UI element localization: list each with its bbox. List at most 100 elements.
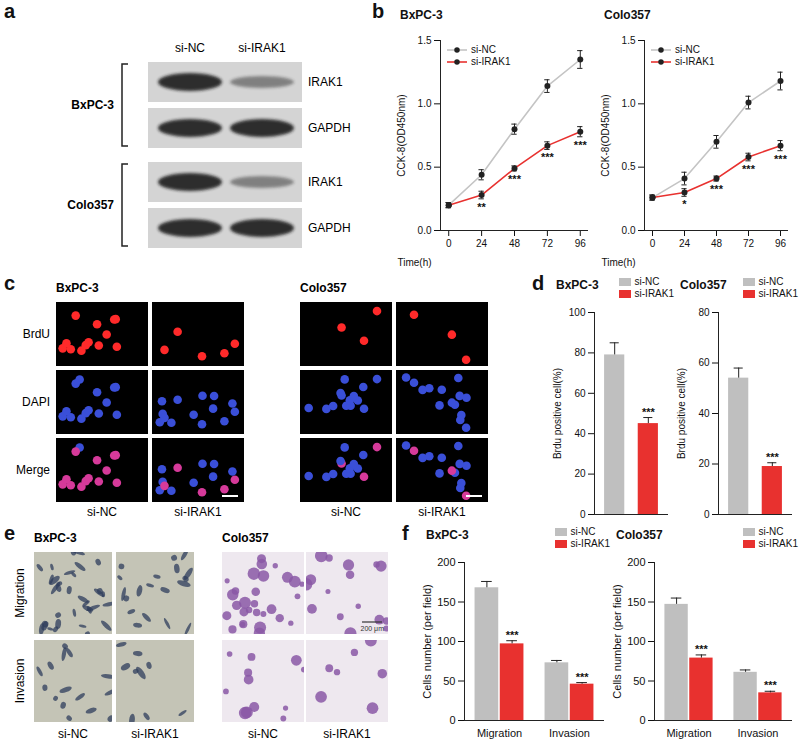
svg-text:***: *** <box>764 679 778 691</box>
svg-text:48: 48 <box>711 238 723 249</box>
svg-text:150: 150 <box>437 596 455 608</box>
svg-text:GAPDH: GAPDH <box>308 221 351 235</box>
svg-text:**: ** <box>477 201 486 213</box>
svg-text:si-IRAK1: si-IRAK1 <box>418 505 466 519</box>
svg-text:150: 150 <box>627 596 645 608</box>
svg-text:20: 20 <box>698 458 710 469</box>
svg-text:72: 72 <box>743 238 755 249</box>
svg-text:BxPC-3: BxPC-3 <box>34 531 77 545</box>
svg-text:si-NC: si-NC <box>248 727 278 741</box>
svg-text:100: 100 <box>437 635 455 647</box>
svg-text:si-IRAK1: si-IRAK1 <box>238 41 286 55</box>
svg-text:si-IRAK1: si-IRAK1 <box>323 727 371 741</box>
svg-text:20: 20 <box>574 468 586 479</box>
svg-text:24: 24 <box>476 238 488 249</box>
svg-text:60: 60 <box>698 357 710 368</box>
svg-text:24: 24 <box>679 238 691 249</box>
svg-text:1.5: 1.5 <box>418 35 432 46</box>
svg-text:200: 200 <box>437 556 455 568</box>
html-text:Colo357: Colo357 <box>680 278 727 292</box>
svg-text:Colo357: Colo357 <box>67 198 114 212</box>
svg-text:Invasion: Invasion <box>13 659 27 704</box>
html-text:b: b <box>372 0 385 22</box>
svg-text:BrdU: BrdU <box>23 327 50 341</box>
svg-text:80: 80 <box>698 307 710 318</box>
svg-text:DAPI: DAPI <box>22 395 50 409</box>
svg-text:BxPC-3: BxPC-3 <box>56 281 99 295</box>
svg-text:***: *** <box>774 153 788 165</box>
svg-text:0: 0 <box>449 714 455 726</box>
svg-text:0.5: 0.5 <box>622 161 636 172</box>
svg-text:0: 0 <box>580 509 586 520</box>
svg-text:Colo357: Colo357 <box>222 531 269 545</box>
svg-text:GAPDH: GAPDH <box>308 121 351 135</box>
svg-text:si-NC: si-NC <box>175 41 205 55</box>
svg-text:1.5: 1.5 <box>622 35 636 46</box>
svg-text:0.0: 0.0 <box>622 225 636 236</box>
svg-text:96: 96 <box>575 238 587 249</box>
svg-text:100: 100 <box>569 307 586 318</box>
svg-text:Brdu positive cell(%): Brdu positive cell(%) <box>552 368 563 459</box>
html-text:BxPC-3: BxPC-3 <box>426 528 469 542</box>
svg-text:***: *** <box>506 629 520 641</box>
svg-text:0: 0 <box>446 238 452 249</box>
svg-text:***: *** <box>642 406 656 418</box>
svg-text:***: *** <box>766 451 780 463</box>
html-text:BxPC-3: BxPC-3 <box>556 278 599 292</box>
svg-text:***: *** <box>508 173 522 185</box>
svg-text:48: 48 <box>509 238 521 249</box>
svg-text:80: 80 <box>574 347 586 358</box>
svg-text:si-IRAK1: si-IRAK1 <box>131 727 179 741</box>
svg-text:50: 50 <box>443 675 455 687</box>
svg-text:BxPC-3: BxPC-3 <box>71 98 114 112</box>
svg-text:Migration: Migration <box>13 568 27 617</box>
svg-text:1.0: 1.0 <box>418 98 432 109</box>
svg-text:40: 40 <box>574 428 586 439</box>
svg-text:Cells number (per field): Cells number (per field) <box>611 584 623 698</box>
html-text:Colo357: Colo357 <box>616 528 663 542</box>
svg-text:Time(h): Time(h) <box>602 257 636 268</box>
svg-text:Cells number (per field): Cells number (per field) <box>421 584 433 698</box>
svg-text:Invasion: Invasion <box>549 727 590 739</box>
svg-text:50: 50 <box>633 675 645 687</box>
html-text:d: d <box>532 272 545 294</box>
svg-text:Colo357: Colo357 <box>300 281 347 295</box>
svg-text:200 μm: 200 μm <box>361 625 385 633</box>
svg-text:40: 40 <box>698 408 710 419</box>
svg-text:IRAK1: IRAK1 <box>308 75 343 89</box>
svg-text:***: *** <box>541 151 555 163</box>
svg-text:0.0: 0.0 <box>418 225 432 236</box>
html-text:Colo357: Colo357 <box>604 8 651 22</box>
html-text:BxPC-3: BxPC-3 <box>400 8 443 22</box>
svg-text:72: 72 <box>542 238 554 249</box>
svg-text:***: *** <box>695 643 709 655</box>
svg-text:***: *** <box>576 671 590 683</box>
svg-text:Brdu positive cell(%): Brdu positive cell(%) <box>676 368 687 459</box>
svg-text:CCK-8(OD450nm): CCK-8(OD450nm) <box>396 94 407 176</box>
svg-text:0: 0 <box>639 714 645 726</box>
svg-text:Migration: Migration <box>477 727 522 739</box>
svg-text:60: 60 <box>574 388 586 399</box>
svg-text:***: *** <box>710 183 724 195</box>
svg-text:1.0: 1.0 <box>622 98 636 109</box>
svg-text:***: *** <box>574 139 588 151</box>
svg-text:CCK-8(OD450nm): CCK-8(OD450nm) <box>600 94 611 176</box>
svg-text:si-NC: si-NC <box>87 505 117 519</box>
svg-text:si-NC: si-NC <box>331 505 361 519</box>
svg-text:Invasion: Invasion <box>738 727 779 739</box>
svg-text:100: 100 <box>627 635 645 647</box>
svg-text:0: 0 <box>704 509 710 520</box>
svg-text:si-IRAK1: si-IRAK1 <box>174 505 222 519</box>
svg-text:si-NC: si-NC <box>58 727 88 741</box>
svg-text:0.5: 0.5 <box>418 161 432 172</box>
svg-text:Time(h): Time(h) <box>398 257 432 268</box>
svg-text:Migration: Migration <box>666 727 711 739</box>
svg-text:*: * <box>682 198 687 210</box>
html-text:a: a <box>4 0 16 22</box>
svg-text:200: 200 <box>627 556 645 568</box>
svg-text:IRAK1: IRAK1 <box>308 175 343 189</box>
svg-text:96: 96 <box>775 238 787 249</box>
svg-text:***: *** <box>742 163 756 175</box>
svg-text:0: 0 <box>650 238 656 249</box>
svg-text:Merge: Merge <box>16 463 50 477</box>
